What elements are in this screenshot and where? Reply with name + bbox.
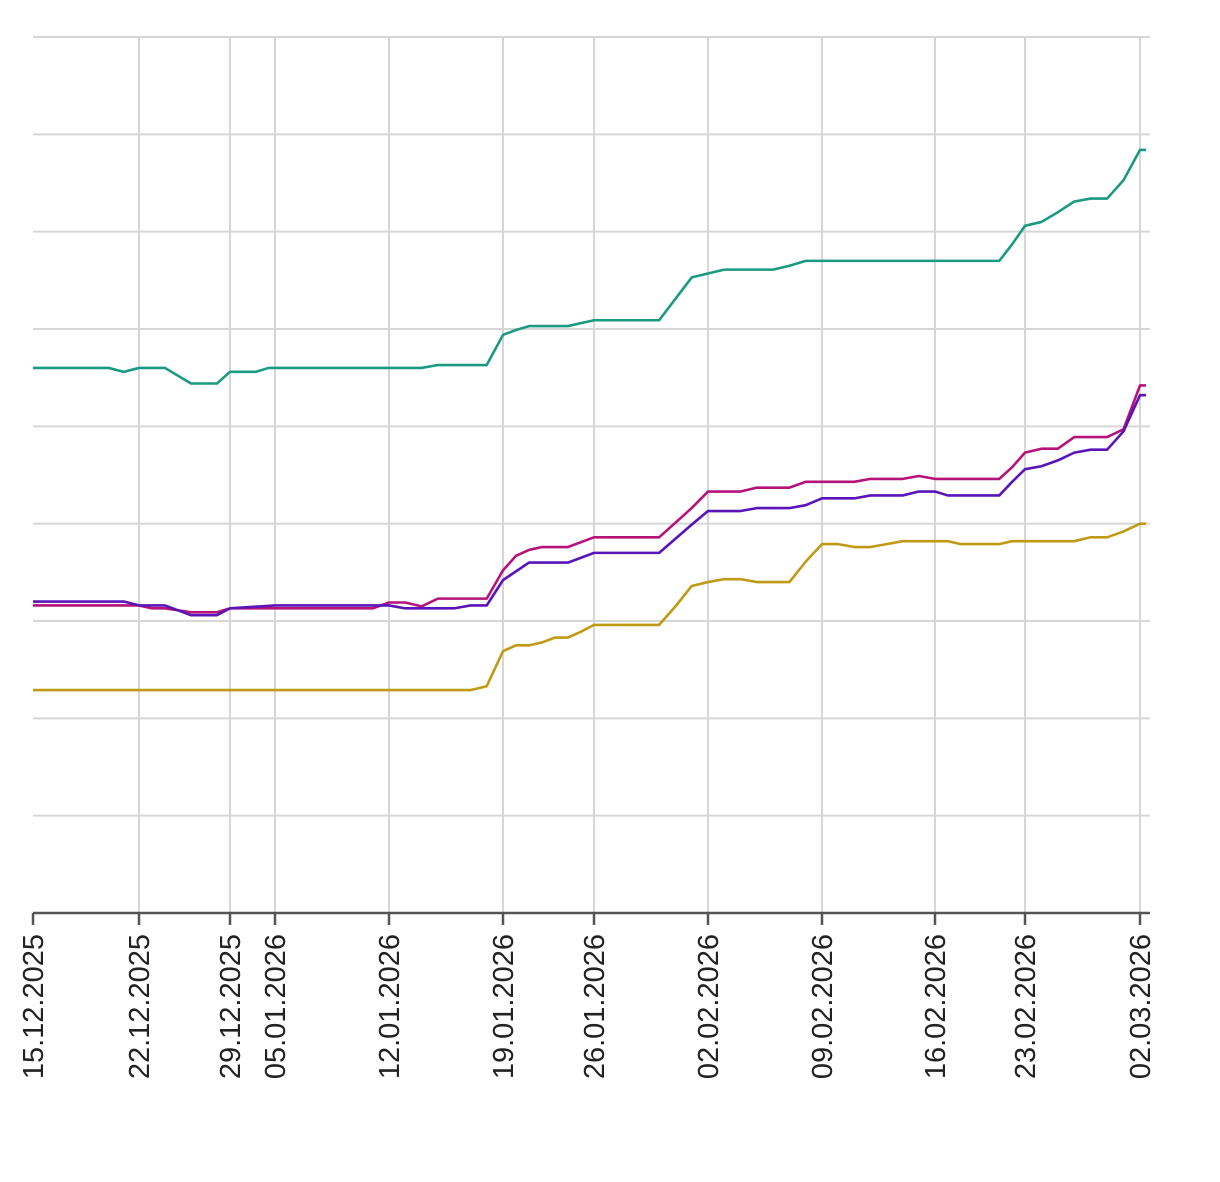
x-axis: 15.12.2025 22.12.2025 29.12.2025 05.01.2026… (18, 911, 1157, 1079)
series-lines (33, 148, 1146, 692)
x-tick-label: 22.12.2025 (124, 934, 156, 1079)
x-tick-label: 12.01.2026 (374, 934, 406, 1079)
x-tick-label: 29.12.2025 (215, 934, 247, 1079)
x-tick-label: 02.02.2026 (693, 934, 725, 1079)
x-tick-label: 26.01.2026 (579, 934, 611, 1079)
x-tick-label: 15.12.2025 (18, 934, 50, 1079)
x-tick-label: 19.01.2026 (488, 934, 520, 1079)
x-tick-label: 23.02.2026 (1010, 934, 1042, 1079)
x-tick-label: 05.01.2026 (260, 934, 292, 1079)
grid (33, 36, 1150, 913)
series-line-2 (33, 393, 1146, 617)
x-tick-label: 16.02.2026 (920, 934, 952, 1079)
series-line-1 (33, 384, 1146, 614)
series-line-0 (33, 148, 1146, 385)
x-tick-label: 09.02.2026 (807, 934, 839, 1079)
series-line-3 (33, 522, 1146, 692)
x-tick-label: 02.03.2026 (1125, 934, 1157, 1079)
